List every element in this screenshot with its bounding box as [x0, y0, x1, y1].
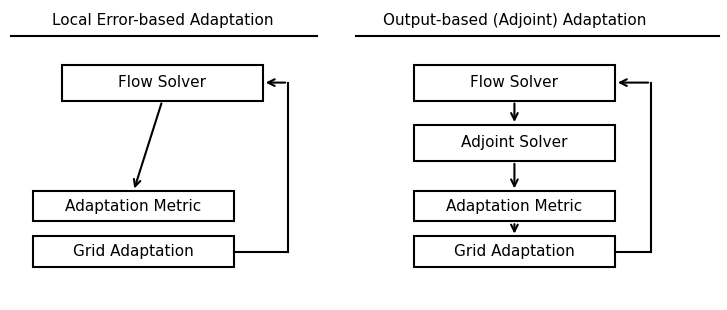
Text: Local Error-based Adaptation: Local Error-based Adaptation [52, 13, 273, 28]
Text: Adaptation Metric: Adaptation Metric [65, 199, 201, 214]
FancyBboxPatch shape [33, 237, 234, 267]
Text: Flow Solver: Flow Solver [119, 75, 206, 90]
Text: Output-based (Adjoint) Adaptation: Output-based (Adjoint) Adaptation [382, 13, 646, 28]
FancyBboxPatch shape [62, 64, 263, 101]
Text: Adjoint Solver: Adjoint Solver [461, 135, 568, 150]
FancyBboxPatch shape [414, 125, 615, 161]
Text: Grid Adaptation: Grid Adaptation [73, 244, 194, 259]
FancyBboxPatch shape [414, 191, 615, 221]
Text: Adaptation Metric: Adaptation Metric [446, 199, 582, 214]
Text: Grid Adaptation: Grid Adaptation [454, 244, 575, 259]
FancyBboxPatch shape [414, 237, 615, 267]
Text: Flow Solver: Flow Solver [470, 75, 558, 90]
FancyBboxPatch shape [33, 191, 234, 221]
FancyBboxPatch shape [414, 64, 615, 101]
